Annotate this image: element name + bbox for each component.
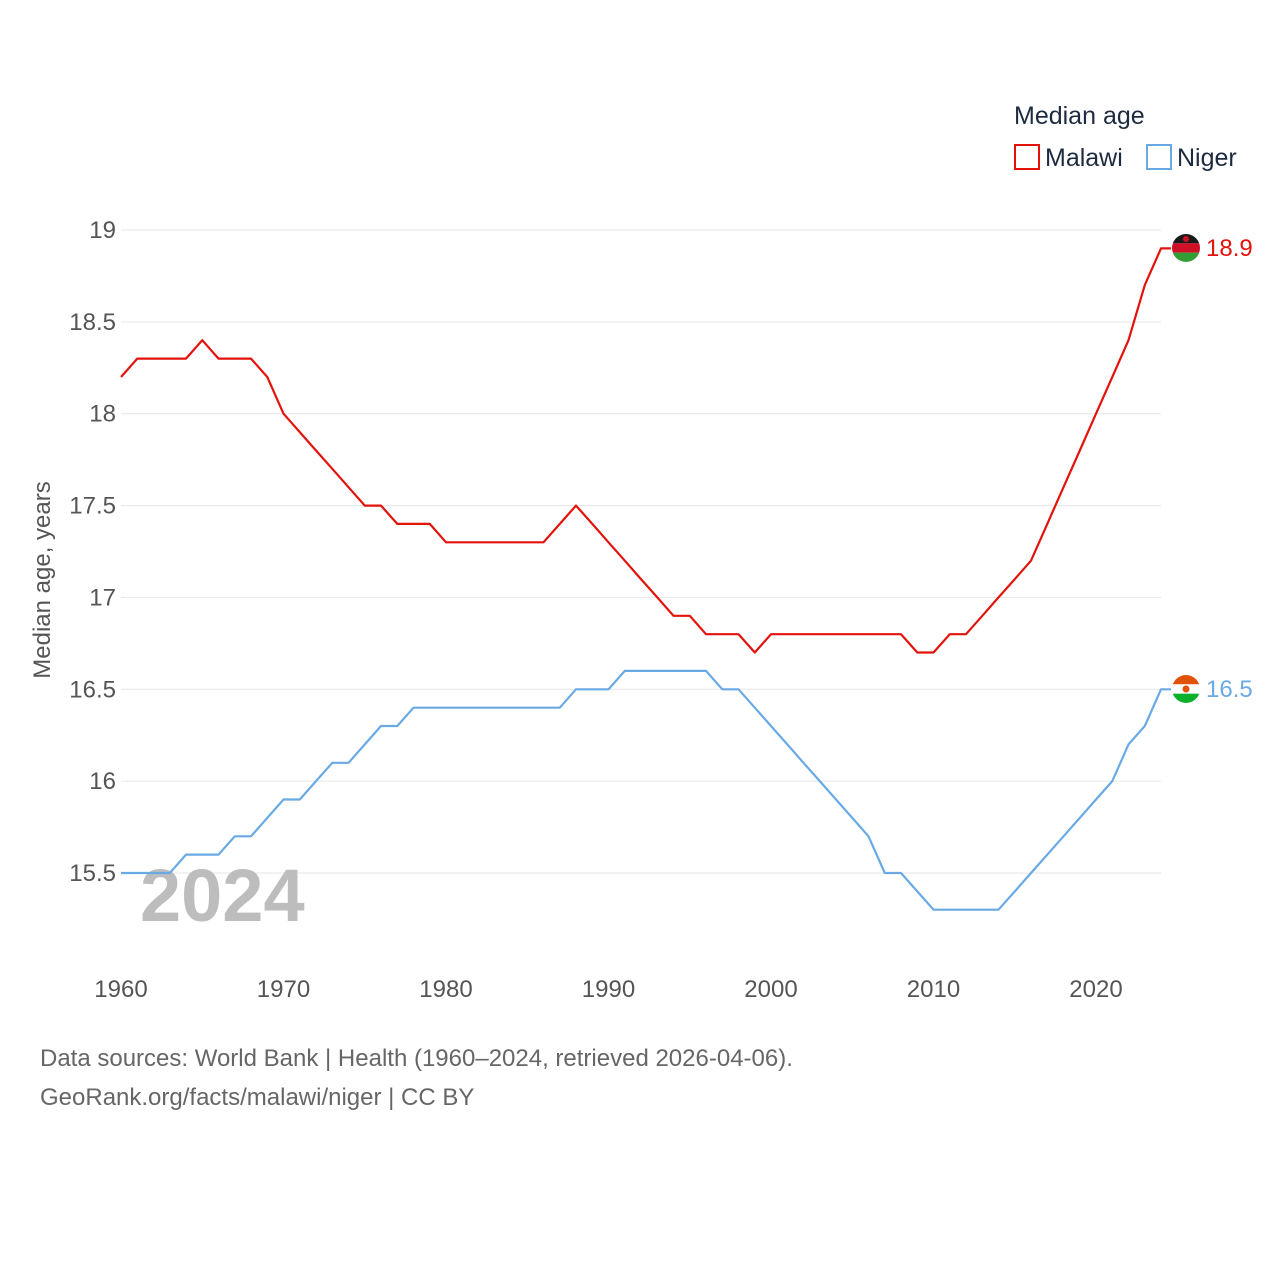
y-axis-title: Median age, years (29, 481, 56, 678)
legend-title: Median age (1014, 102, 1145, 130)
x-tick-label: 1970 (257, 976, 310, 1003)
footer-link[interactable]: GeoRank.org/facts/malawi/niger | CC BY (40, 1084, 475, 1111)
y-axis-ticks: 15.5 16 16.5 17 17.5 18 18.5 19 (69, 217, 116, 887)
end-value-niger: 16.5 (1206, 676, 1253, 703)
x-tick-label: 2000 (744, 976, 797, 1003)
niger-flag-icon (1172, 675, 1200, 703)
legend: Median age Malawi Niger (1014, 102, 1237, 172)
y-tick-label: 18 (89, 401, 116, 428)
grid-lines (121, 229, 1161, 874)
y-tick-label: 16 (89, 768, 116, 795)
y-tick-label: 19 (89, 217, 116, 244)
year-watermark: 2024 (140, 854, 305, 937)
end-value-malawi: 18.9 (1206, 235, 1253, 262)
legend-label-niger[interactable]: Niger (1177, 144, 1237, 172)
malawi-flag-icon (1172, 234, 1200, 262)
series-line-malawi[interactable] (120, 247, 1171, 654)
series-line-niger[interactable] (121, 669, 1171, 911)
legend-swatch-malawi[interactable] (1014, 144, 1040, 170)
series-lines (120, 247, 1171, 911)
footer-source: Data sources: World Bank | Health (1960–… (40, 1045, 793, 1072)
y-tick-label: 18.5 (69, 309, 116, 336)
x-tick-label: 1980 (419, 976, 472, 1003)
legend-label-malawi[interactable]: Malawi (1045, 144, 1123, 172)
x-tick-label: 2020 (1069, 976, 1122, 1003)
y-tick-label: 17.5 (69, 493, 116, 520)
y-tick-label: 16.5 (69, 676, 116, 703)
x-tick-label: 1960 (94, 976, 147, 1003)
x-axis-ticks: 1960 1970 1980 1990 2000 2010 2020 (94, 976, 1122, 1003)
x-tick-label: 1990 (582, 976, 635, 1003)
legend-swatch-niger[interactable] (1146, 144, 1172, 170)
y-tick-label: 17 (89, 584, 116, 611)
y-tick-label: 15.5 (69, 860, 116, 887)
x-tick-label: 2010 (907, 976, 960, 1003)
